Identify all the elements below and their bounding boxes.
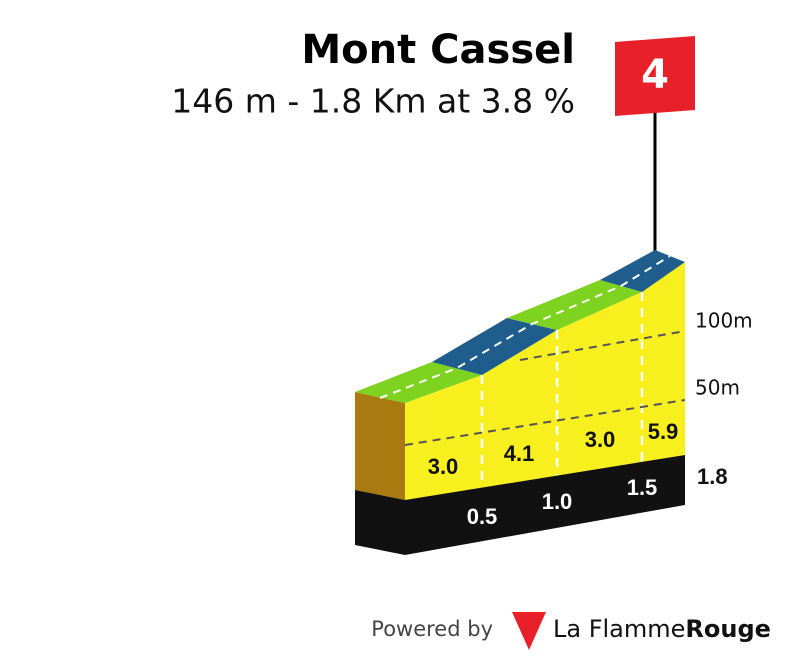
flag-label: 4 [641, 52, 669, 98]
subtitle: 146 m - 1.8 Km at 3.8 % [171, 82, 575, 121]
title: Mont Cassel [301, 27, 575, 73]
altitude-lines [404, 330, 686, 446]
distance-label: 0.5 [467, 504, 498, 529]
segment-top [355, 362, 482, 403]
gradient-label: 3.0 [585, 427, 616, 452]
brand-logo [512, 612, 546, 650]
front-face [405, 262, 685, 500]
side-base [355, 490, 405, 555]
segment-top [600, 250, 685, 292]
gradient-label: 3.0 [428, 454, 459, 479]
altitude-label: 100m [695, 309, 753, 333]
brand-name: La FlammeRouge [553, 615, 771, 643]
powered-by: Powered by [371, 617, 493, 641]
distance-label: 1.0 [542, 489, 573, 514]
distance-band [405, 455, 685, 555]
segment-top [432, 318, 557, 375]
gradient-label: 4.1 [504, 441, 535, 466]
dividers [480, 292, 644, 487]
brand-light: La Flamme [553, 615, 685, 643]
gradient-label: 5.9 [648, 419, 679, 444]
brand-bold: Rouge [685, 615, 771, 643]
distance-label: 1.8 [697, 464, 728, 489]
distance-label: 1.5 [627, 475, 658, 500]
flag [615, 36, 695, 116]
center-line [379, 255, 671, 399]
altitude-label: 50m [695, 376, 740, 400]
side-face [355, 392, 405, 500]
